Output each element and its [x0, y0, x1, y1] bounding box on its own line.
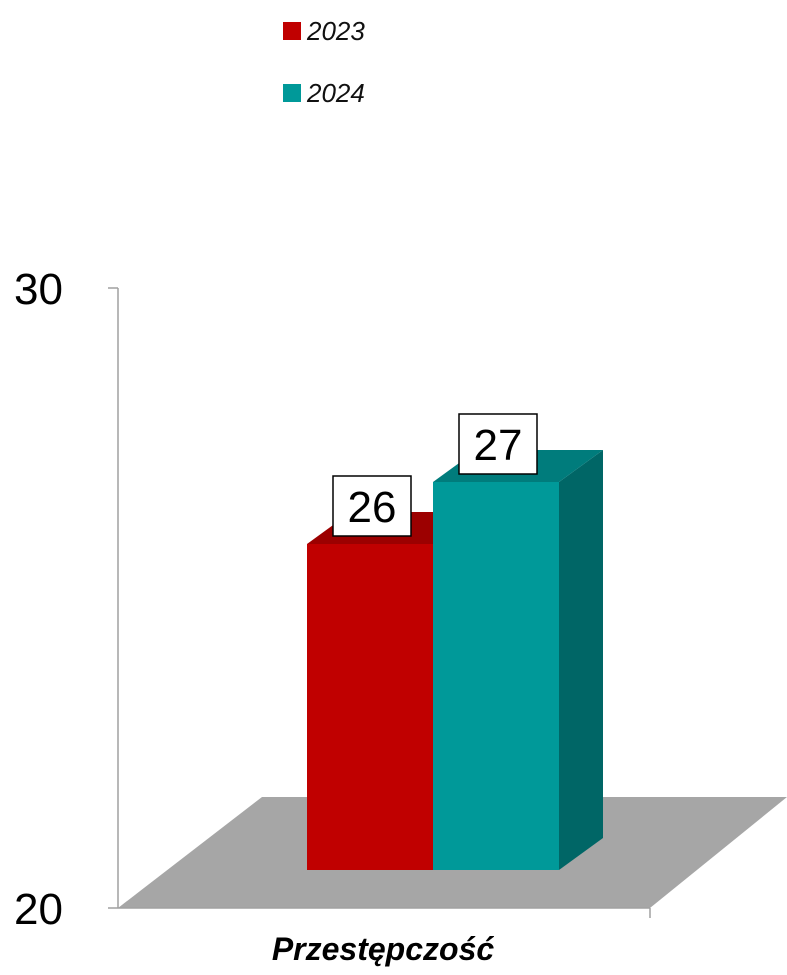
legend: 2023 2024	[283, 12, 365, 136]
data-label-2024: 27	[474, 421, 523, 470]
legend-item-2023: 2023	[283, 12, 365, 50]
data-label-2023: 26	[348, 483, 397, 532]
legend-label-2024: 2024	[307, 77, 365, 108]
legend-label-2023: 2023	[307, 15, 365, 46]
y-tick-label-30: 30	[14, 265, 63, 314]
legend-swatch-2023	[283, 22, 301, 40]
bar-2024	[433, 482, 559, 870]
legend-item-2024: 2024	[283, 74, 365, 112]
legend-swatch-2024	[283, 84, 301, 102]
y-tick-label-20: 20	[14, 885, 63, 934]
data-label-box-2024	[458, 413, 538, 475]
data-label-box-2023	[332, 475, 412, 537]
category-label: Przestępczość	[272, 931, 495, 967]
bar-side-2024	[559, 450, 603, 870]
bar-2023	[307, 544, 433, 870]
